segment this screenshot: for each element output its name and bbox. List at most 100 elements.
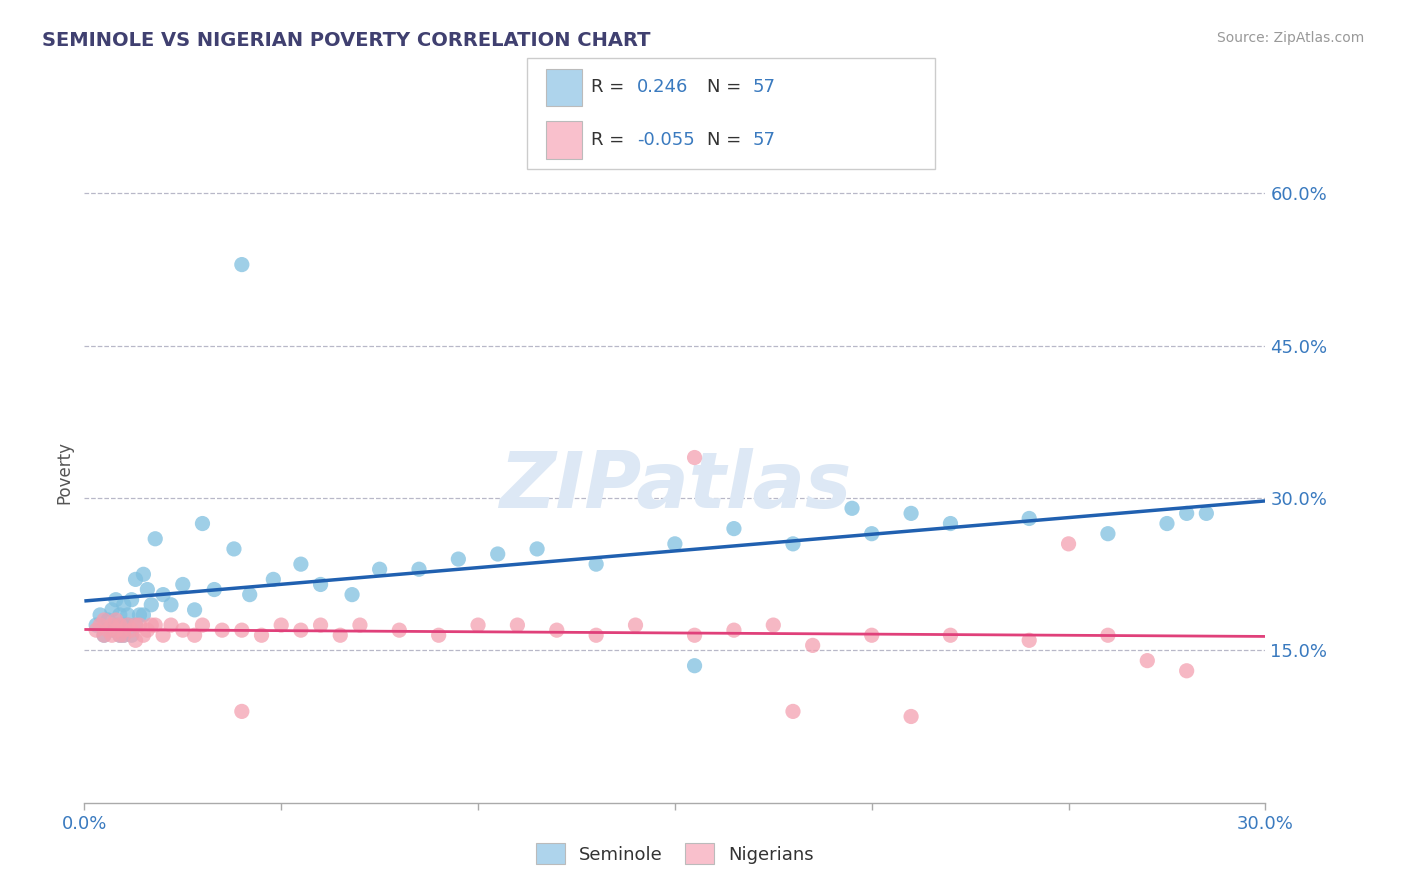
Point xyxy=(1175,664,1198,678)
Text: -0.055: -0.055 xyxy=(637,131,695,149)
Point xyxy=(1195,507,1218,521)
Point xyxy=(1018,633,1040,648)
Point xyxy=(152,628,174,642)
Point xyxy=(93,628,115,642)
Point xyxy=(124,618,146,632)
Point xyxy=(860,628,883,642)
Point xyxy=(250,628,273,642)
Point xyxy=(183,628,205,642)
Point xyxy=(101,628,124,642)
Point xyxy=(1175,507,1198,521)
Point xyxy=(1156,516,1178,531)
Point xyxy=(683,658,706,673)
Point xyxy=(97,613,120,627)
Point xyxy=(447,552,470,566)
Point xyxy=(112,618,135,632)
Point xyxy=(262,573,284,587)
Point xyxy=(388,623,411,637)
Point xyxy=(143,532,166,546)
Point xyxy=(202,582,225,597)
Point xyxy=(782,537,804,551)
Point xyxy=(93,613,115,627)
Point xyxy=(89,618,111,632)
Point xyxy=(117,618,139,632)
Y-axis label: Poverty: Poverty xyxy=(55,442,73,504)
Point xyxy=(723,522,745,536)
Point xyxy=(222,541,245,556)
Point xyxy=(231,705,253,719)
Point xyxy=(1136,654,1159,668)
Point xyxy=(101,603,124,617)
Point xyxy=(309,577,332,591)
Point xyxy=(801,639,824,653)
Point xyxy=(121,623,143,637)
Point xyxy=(506,618,529,632)
Point xyxy=(121,592,143,607)
Point xyxy=(1097,526,1119,541)
Point xyxy=(172,577,194,591)
Point xyxy=(841,501,863,516)
Point xyxy=(546,623,568,637)
Text: 57: 57 xyxy=(752,78,775,96)
Point xyxy=(97,623,120,637)
Point xyxy=(89,607,111,622)
Point xyxy=(128,607,150,622)
Point xyxy=(664,537,686,551)
Point xyxy=(160,618,183,632)
Point xyxy=(486,547,509,561)
Point xyxy=(128,618,150,632)
Point xyxy=(141,618,163,632)
Point xyxy=(132,567,155,582)
Point xyxy=(104,613,127,627)
Point xyxy=(231,623,253,637)
Text: N =: N = xyxy=(707,78,747,96)
Point xyxy=(104,623,127,637)
Legend: Seminole, Nigerians: Seminole, Nigerians xyxy=(527,834,823,873)
Point xyxy=(191,618,214,632)
Point xyxy=(408,562,430,576)
Point xyxy=(124,633,146,648)
Point xyxy=(141,598,163,612)
Point xyxy=(108,628,131,642)
Text: SEMINOLE VS NIGERIAN POVERTY CORRELATION CHART: SEMINOLE VS NIGERIAN POVERTY CORRELATION… xyxy=(42,31,651,50)
Point xyxy=(117,618,139,632)
Point xyxy=(104,618,127,632)
Point xyxy=(152,588,174,602)
Point xyxy=(1097,628,1119,642)
Point xyxy=(117,607,139,622)
Point xyxy=(211,623,233,637)
Point xyxy=(900,507,922,521)
Point xyxy=(939,628,962,642)
Point xyxy=(124,618,146,632)
Point xyxy=(104,592,127,607)
Point xyxy=(143,618,166,632)
Point xyxy=(124,573,146,587)
Point xyxy=(427,628,450,642)
Point xyxy=(93,628,115,642)
Point xyxy=(585,628,607,642)
Point xyxy=(526,541,548,556)
Point xyxy=(329,628,352,642)
Point xyxy=(172,623,194,637)
Point xyxy=(860,526,883,541)
Point xyxy=(683,450,706,465)
Point xyxy=(624,618,647,632)
Point xyxy=(1018,511,1040,525)
Point xyxy=(101,623,124,637)
Point xyxy=(782,705,804,719)
Point xyxy=(136,582,159,597)
Point xyxy=(191,516,214,531)
Point xyxy=(108,628,131,642)
Point xyxy=(1057,537,1080,551)
Point xyxy=(108,607,131,622)
Point xyxy=(160,598,183,612)
Point xyxy=(112,623,135,637)
Point xyxy=(112,628,135,642)
Point xyxy=(723,623,745,637)
Point xyxy=(183,603,205,617)
Point xyxy=(136,623,159,637)
Point xyxy=(112,598,135,612)
Text: Source: ZipAtlas.com: Source: ZipAtlas.com xyxy=(1216,31,1364,45)
Point xyxy=(101,618,124,632)
Point xyxy=(467,618,489,632)
